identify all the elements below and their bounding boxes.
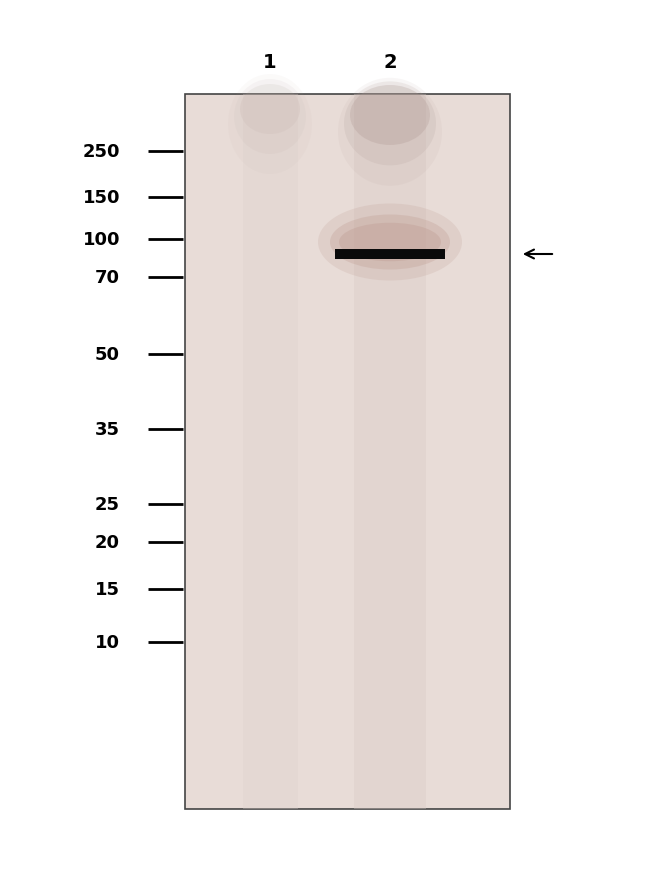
- Ellipse shape: [339, 223, 441, 262]
- Text: 70: 70: [95, 269, 120, 287]
- Ellipse shape: [240, 85, 300, 135]
- Bar: [243, 95, 298, 809]
- Ellipse shape: [234, 80, 306, 155]
- Ellipse shape: [344, 83, 436, 166]
- Bar: [335, 249, 445, 260]
- Text: 2: 2: [384, 52, 396, 71]
- Ellipse shape: [338, 79, 442, 187]
- Ellipse shape: [228, 75, 312, 175]
- Ellipse shape: [330, 216, 450, 270]
- Bar: [354, 95, 426, 809]
- Ellipse shape: [350, 86, 430, 146]
- Ellipse shape: [318, 204, 462, 282]
- Text: 50: 50: [95, 346, 120, 363]
- Text: 20: 20: [95, 534, 120, 551]
- Text: 250: 250: [83, 143, 120, 161]
- Text: 100: 100: [83, 231, 120, 249]
- Text: 35: 35: [95, 421, 120, 439]
- Text: 15: 15: [95, 580, 120, 599]
- Text: 25: 25: [95, 495, 120, 514]
- Text: 10: 10: [95, 634, 120, 651]
- Bar: [185, 95, 510, 809]
- Text: 1: 1: [263, 52, 277, 71]
- Text: 150: 150: [83, 189, 120, 207]
